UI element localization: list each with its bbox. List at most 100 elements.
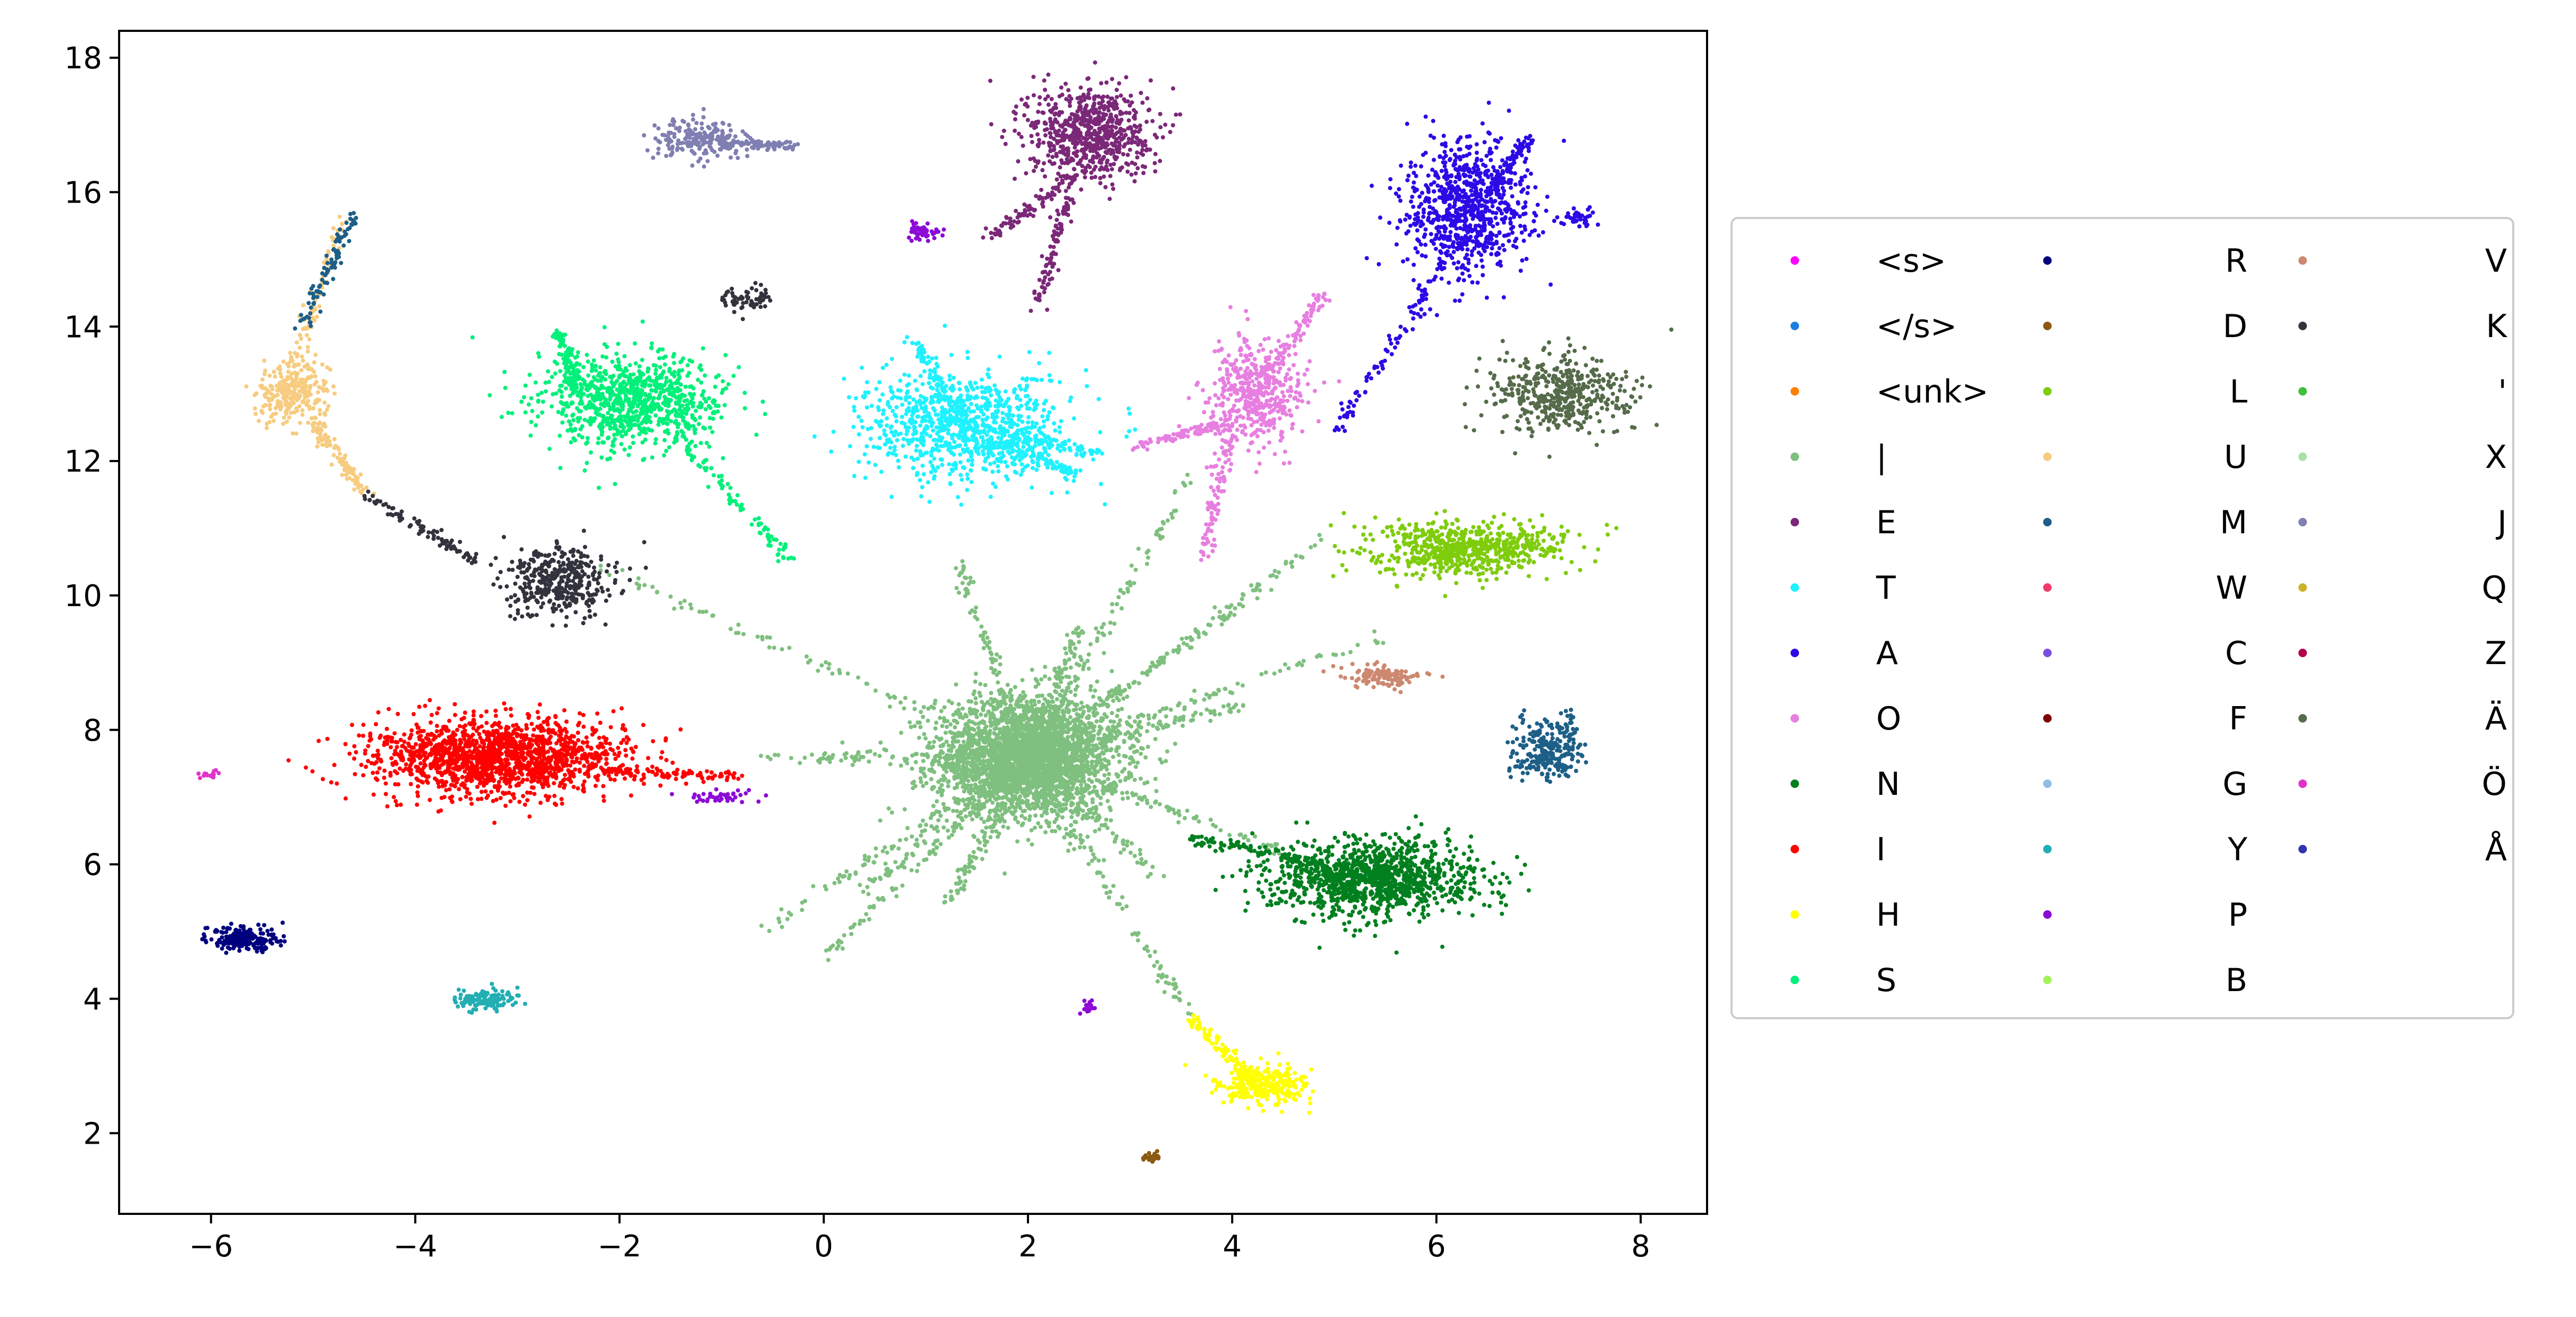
data-point: [1026, 729, 1031, 733]
data-point: [1128, 583, 1133, 588]
data-point: [948, 729, 952, 734]
data-point: [1048, 131, 1053, 136]
data-point: [942, 717, 947, 722]
data-point: [1080, 629, 1084, 634]
data-point: [1161, 874, 1166, 878]
data-point: [1070, 766, 1075, 771]
data-point: [889, 869, 893, 874]
data-point: [831, 943, 835, 948]
data-point: [1031, 724, 1035, 728]
data-point: [989, 758, 993, 762]
data-point: [1372, 629, 1377, 634]
data-point: [1257, 583, 1261, 587]
data-point: [898, 700, 903, 705]
data-point: [1133, 162, 1138, 166]
data-point: [1153, 152, 1158, 156]
data-point: [1123, 754, 1128, 759]
data-point: [804, 654, 809, 659]
data-point: [1207, 695, 1212, 700]
data-point: [885, 850, 890, 855]
data-point: [1127, 147, 1132, 152]
data-point: [1132, 123, 1137, 128]
data-point: [650, 584, 655, 589]
data-point: [959, 886, 964, 891]
data-point: [1081, 775, 1086, 779]
data-point: [816, 668, 821, 673]
data-point: [885, 870, 890, 875]
data-point: [1164, 974, 1169, 979]
data-point: [1125, 839, 1130, 844]
data-point: [1113, 840, 1117, 844]
data-point: [1240, 597, 1244, 601]
data-point: [1078, 744, 1083, 749]
data-point: [1164, 714, 1168, 719]
data-point: [1093, 773, 1097, 778]
data-point: [929, 745, 934, 750]
data-point: [844, 869, 849, 874]
data-point: [809, 752, 814, 757]
data-point: [960, 581, 965, 585]
data-point: [924, 857, 929, 862]
data-point: [1003, 141, 1008, 146]
data-point: [956, 758, 960, 762]
data-point: [1102, 106, 1107, 111]
data-point: [971, 794, 975, 799]
data-point: [957, 573, 961, 577]
data-point: [598, 564, 603, 568]
data-point: [1058, 753, 1063, 758]
data-point: [1139, 746, 1143, 750]
data-point: [1166, 981, 1171, 986]
data-point: [1111, 162, 1116, 166]
data-point: [1088, 642, 1093, 647]
data-point: [1168, 707, 1173, 712]
data-point: [1007, 776, 1011, 781]
data-point: [878, 877, 883, 882]
data-point: [1239, 832, 1243, 837]
data-point: [1110, 167, 1114, 172]
data-point: [789, 756, 793, 760]
data-point: [831, 753, 835, 758]
data-point: [981, 768, 985, 773]
data-point: [930, 761, 934, 766]
data-point: [1193, 710, 1198, 715]
data-point: [857, 757, 862, 762]
data-point: [1092, 706, 1097, 711]
data-point: [1078, 85, 1083, 90]
data-point: [883, 861, 888, 866]
data-point: [1119, 606, 1124, 611]
data-point: [856, 751, 860, 756]
data-point: [1052, 809, 1057, 813]
data-point: [899, 764, 904, 768]
data-point: [1108, 112, 1113, 117]
data-point: [780, 925, 784, 929]
data-point: [1081, 722, 1085, 726]
data-point: [865, 750, 869, 754]
data-point: [1208, 710, 1213, 715]
data-point: [1026, 758, 1031, 763]
data-point: [1005, 683, 1010, 687]
data-point: [1173, 715, 1178, 720]
data-point: [957, 590, 961, 595]
data-point: [1041, 702, 1046, 707]
data-point: [1090, 779, 1094, 784]
data-point: [952, 776, 957, 781]
data-point: [933, 726, 938, 731]
data-point: [1121, 689, 1126, 693]
data-point: [970, 720, 975, 725]
data-point: [1135, 860, 1140, 865]
data-point: [890, 886, 894, 891]
data-point: [1132, 581, 1136, 585]
data-point: [971, 776, 975, 781]
data-point: [850, 762, 855, 767]
data-point: [1034, 799, 1039, 804]
data-point: [1295, 662, 1300, 667]
data-point: [830, 671, 835, 676]
data-point: [922, 766, 926, 771]
data-point: [964, 786, 968, 791]
data-point: [1223, 686, 1228, 691]
data-point: [1120, 791, 1125, 795]
data-point: [913, 707, 917, 711]
data-point: [1144, 798, 1149, 803]
data-point: [977, 785, 982, 790]
data-point: [1020, 678, 1025, 683]
